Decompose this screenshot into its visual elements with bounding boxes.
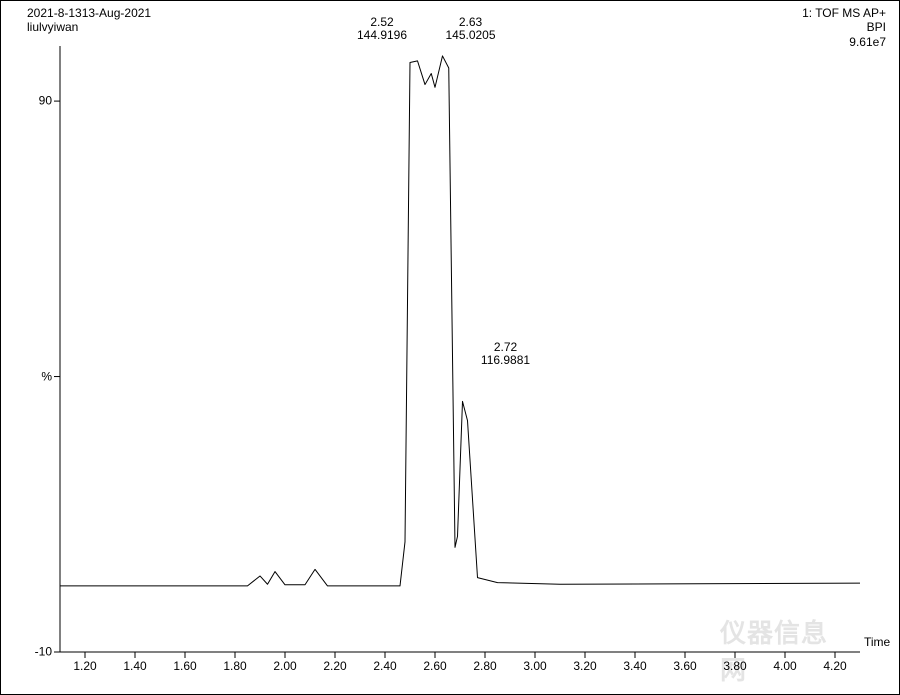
x-tick-label: 3.80 bbox=[723, 660, 746, 673]
x-tick-label: 3.20 bbox=[573, 660, 596, 673]
y-tick-label: -10 bbox=[30, 646, 52, 659]
peak-label: 2.72 116.9881 bbox=[481, 341, 530, 366]
chromatogram-plot bbox=[60, 46, 860, 652]
meta-date: 2021-8-1313-Aug-2021 bbox=[27, 6, 151, 20]
x-tick-label: 2.20 bbox=[323, 660, 346, 673]
meta-scan: 1: TOF MS AP+ bbox=[802, 6, 886, 20]
x-tick-label: 1.20 bbox=[73, 660, 96, 673]
x-tick-label: 4.00 bbox=[773, 660, 796, 673]
meta-top-left: 2021-8-1313-Aug-2021 liulvyiwan bbox=[27, 6, 151, 35]
x-tick-label: 2.60 bbox=[423, 660, 446, 673]
x-tick-label: 3.40 bbox=[623, 660, 646, 673]
x-tick-label: 2.40 bbox=[373, 660, 396, 673]
peak-label: 2.52 144.9196 bbox=[357, 16, 407, 41]
meta-top-right: 1: TOF MS AP+ BPI 9.61e7 bbox=[802, 6, 886, 49]
x-tick-label: 2.00 bbox=[273, 660, 296, 673]
y-tick-label: 90 bbox=[30, 95, 52, 108]
plot-svg bbox=[60, 46, 860, 652]
x-tick-label: 1.60 bbox=[173, 660, 196, 673]
x-tick-label: 3.00 bbox=[523, 660, 546, 673]
watermark: 仪器信息网 bbox=[720, 613, 840, 687]
x-tick-label: 2.80 bbox=[473, 660, 496, 673]
x-tick-label: 1.80 bbox=[223, 660, 246, 673]
meta-sample: liulvyiwan bbox=[27, 20, 78, 34]
x-tick-label: 4.20 bbox=[823, 660, 846, 673]
meta-bpi: BPI bbox=[867, 20, 886, 34]
peak-label: 2.63 145.0205 bbox=[445, 16, 495, 41]
x-tick-label: 3.60 bbox=[673, 660, 696, 673]
chromatogram-trace bbox=[60, 56, 860, 586]
x-axis-label: Time bbox=[864, 636, 890, 649]
x-tick-label: 1.40 bbox=[123, 660, 146, 673]
y-axis-label: % bbox=[30, 370, 52, 383]
